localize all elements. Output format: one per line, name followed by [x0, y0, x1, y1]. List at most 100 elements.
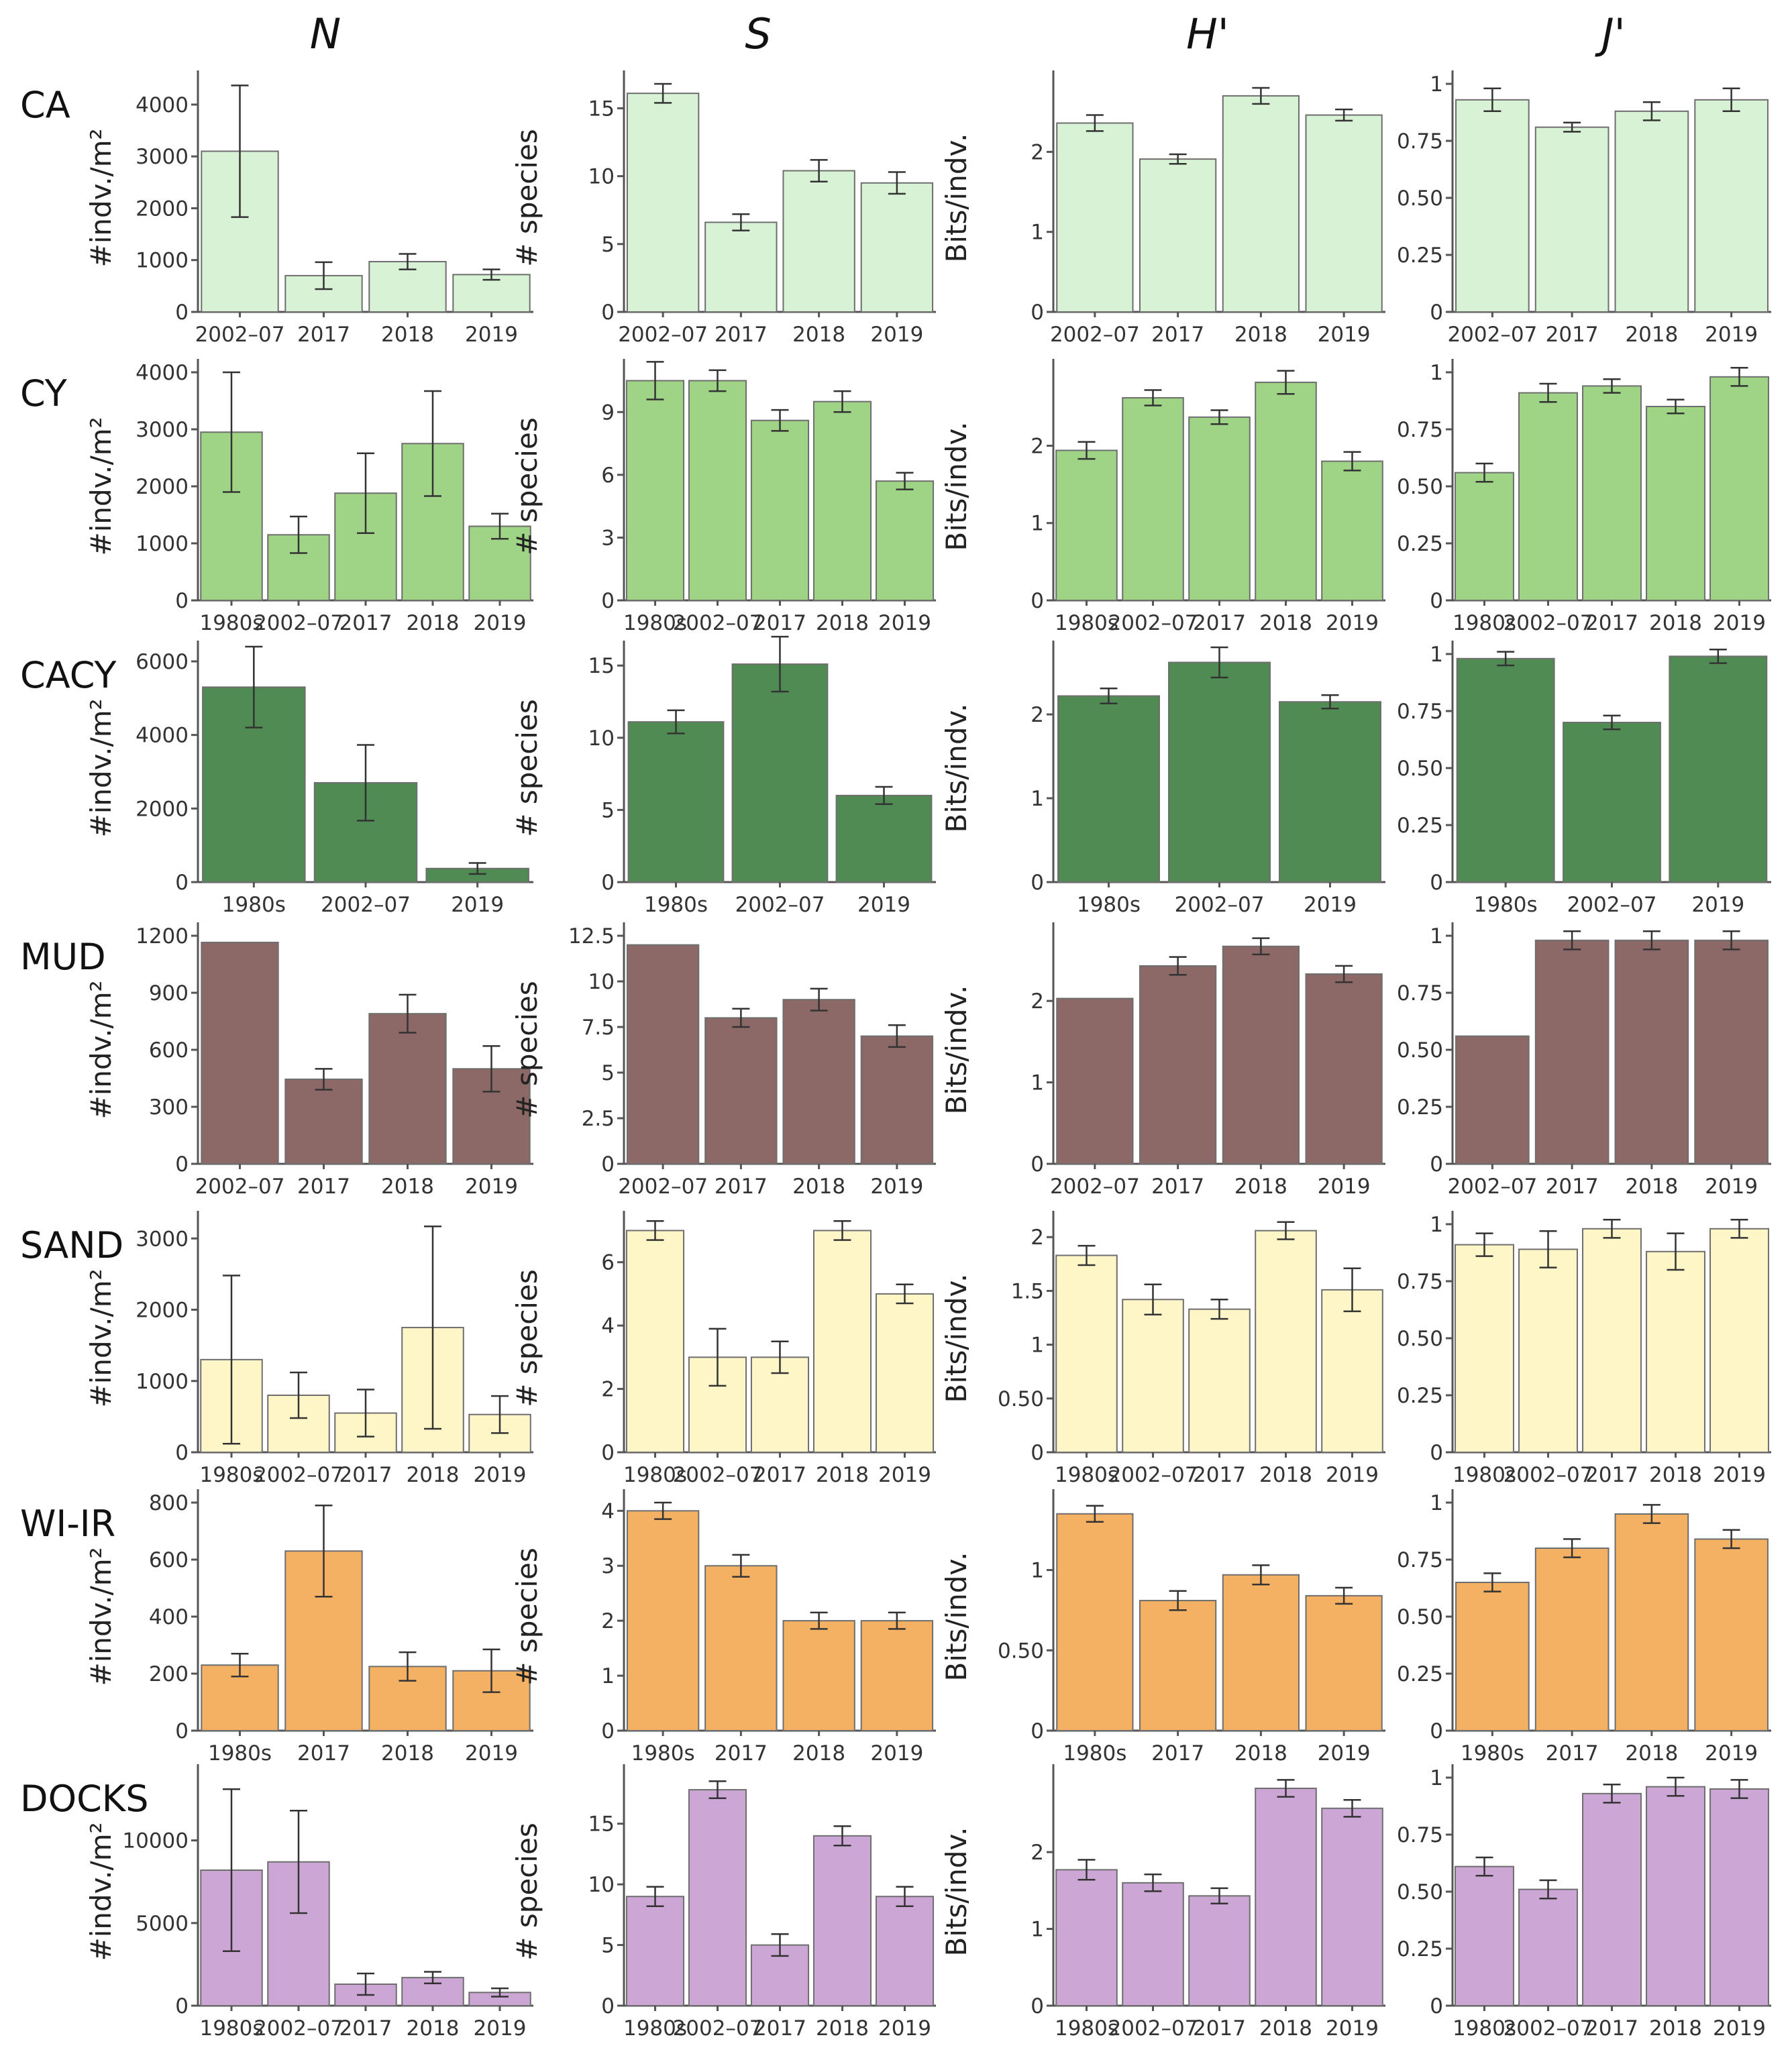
y-tick-label: 2 [1031, 1226, 1044, 1250]
x-tick-label: 2002–07 [1050, 323, 1140, 347]
error-bar [1077, 441, 1096, 460]
error-bar [1100, 688, 1118, 704]
bar-2002-07 [688, 1789, 747, 2007]
y-tick-label: 0 [1031, 1441, 1044, 1465]
bar-2017 [704, 1017, 778, 1165]
y-tick-label: 1000 [136, 532, 189, 556]
bar-2018 [1614, 939, 1689, 1165]
bar-2018 [782, 999, 855, 1165]
error-bar [231, 85, 249, 218]
x-tick-label: 2002–07 [618, 1175, 708, 1199]
y-tick-label: 7.5 [582, 1016, 615, 1040]
y-tick-label: 0.25 [1397, 532, 1443, 556]
x-tick-label: 2017 [339, 2016, 392, 2041]
y-tick-label: 0 [601, 1152, 615, 1177]
error-bar [1642, 1504, 1661, 1524]
bar-2019 [1709, 1788, 1769, 2006]
bar-2018 [782, 1620, 855, 1731]
bar-2002-07 [626, 93, 700, 313]
y-axis-label: #indv./m² [85, 981, 117, 1120]
bar-1980s [1455, 472, 1514, 601]
error-bar [1563, 121, 1581, 133]
error-bar [1086, 114, 1104, 132]
y-tick-label: 0 [601, 589, 615, 613]
error-bar [482, 1045, 500, 1093]
y-tick-label: 2.5 [582, 1107, 615, 1131]
y-tick-label: 600 [149, 1548, 189, 1572]
error-bar [1563, 930, 1581, 951]
y-tick-label: 10 [588, 970, 615, 994]
x-tick-label: 2017 [753, 611, 806, 635]
bar-1980s [1057, 695, 1160, 883]
y-tick-label: 0.75 [1397, 700, 1443, 724]
error-bar [888, 1024, 906, 1048]
y-tick-label: 0.50 [998, 1639, 1044, 1663]
y-tick-label: 0 [1430, 1719, 1443, 1743]
error-bar [1077, 1859, 1096, 1881]
error-bar [1335, 1586, 1353, 1605]
error-bar [1335, 965, 1353, 983]
y-tick-label: 0 [601, 871, 615, 895]
bar-2019 [860, 1035, 934, 1165]
x-tick-label: 2017 [297, 1175, 350, 1199]
y-tick-label: 0 [1031, 871, 1044, 895]
row-label-wi-ir: WI-IR [20, 1503, 115, 1545]
bar-2019 [1305, 973, 1383, 1165]
error-bar [771, 635, 789, 693]
x-tick-label: 2019 [857, 893, 910, 917]
error-bar [1144, 389, 1162, 407]
y-tick-label: 1 [1430, 1491, 1443, 1515]
error-bar [896, 1886, 914, 1907]
y-tick-label: 200 [149, 1662, 189, 1686]
y-tick-label: 0.50 [1397, 1327, 1443, 1351]
error-bar [1539, 1230, 1557, 1268]
bar-2017 [750, 419, 810, 601]
error-bar [1539, 1879, 1557, 1900]
x-tick-label: 2019 [870, 323, 923, 347]
x-tick-label: 2017 [1546, 1175, 1599, 1199]
y-tick-label: 2 [1031, 434, 1044, 458]
y-axis-label: Bits/indv. [940, 985, 973, 1115]
y-axis-label: #indv./m² [85, 417, 117, 556]
bar-1980s [625, 380, 685, 601]
error-bar [1343, 451, 1361, 472]
x-tick-label: 2018 [1649, 2016, 1702, 2041]
error-bar [223, 1788, 240, 1952]
y-tick-label: 0.50 [1397, 475, 1443, 499]
x-tick-label: 2019 [474, 2016, 527, 2041]
bar-2018 [1222, 1574, 1300, 1732]
y-axis-label: #indv./m² [85, 129, 117, 268]
y-tick-label: 0 [175, 301, 189, 325]
x-tick-label: 2018 [1259, 611, 1312, 635]
y-axis-label: Bits/indv. [940, 133, 973, 263]
column-titles: N S H' J' [310, 9, 1626, 58]
y-tick-label: 2000 [136, 197, 189, 221]
y-tick-label: 10000 [122, 1829, 189, 1853]
bar-2019 [875, 480, 935, 602]
y-tick-label: 0 [175, 871, 189, 895]
x-tick-label: 2002–07 [195, 323, 285, 347]
bar-2018 [812, 400, 872, 601]
bar-2002-07 [1122, 1882, 1184, 2006]
error-bar [399, 253, 417, 270]
y-tick-label: 0 [1430, 301, 1443, 325]
error-bar [1343, 1267, 1361, 1313]
bar-2017 [704, 221, 778, 313]
error-bar [1539, 382, 1557, 403]
x-tick-label: 2017 [1151, 1741, 1204, 1766]
bar-2017 [1139, 158, 1217, 313]
error-bar [771, 409, 789, 432]
y-axis-label: #indv./m² [85, 699, 117, 838]
bar-2002-07 [1518, 1888, 1578, 2007]
y-tick-label: 1 [1031, 1918, 1044, 1942]
y-axis-label: #indv./m² [85, 1269, 117, 1408]
y-tick-label: 0.50 [1397, 757, 1443, 781]
x-tick-label: 2019 [870, 1741, 923, 1766]
error-bar [1144, 1283, 1162, 1315]
bar-2018 [1222, 945, 1300, 1165]
y-tick-label: 0.25 [1397, 1937, 1443, 1961]
error-bar [1642, 930, 1661, 951]
y-tick-label: 0 [601, 1719, 615, 1743]
